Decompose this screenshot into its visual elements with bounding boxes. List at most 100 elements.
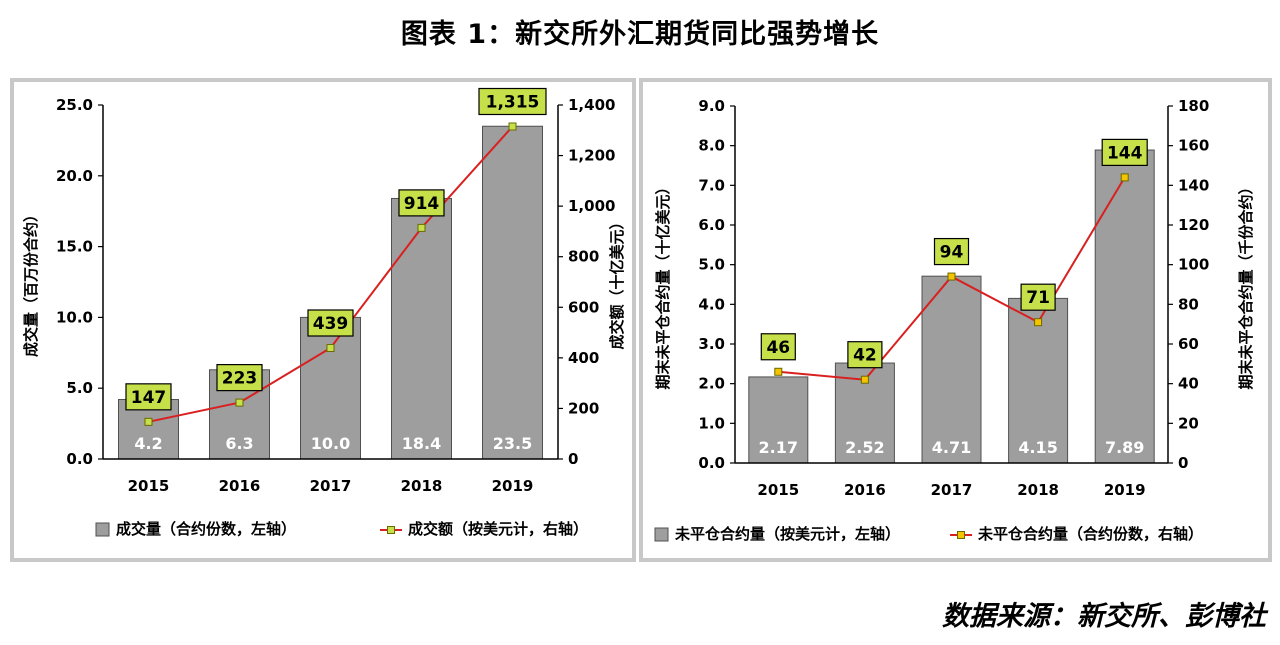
right-tick-label: 1,000 [568,197,615,215]
right-tick-label: 1,200 [568,147,615,165]
line-label-box [933,237,970,266]
left-tick-label: 5.0 [66,379,93,397]
line-label-box [125,383,172,411]
line-label-2019: 1,315 [478,87,547,116]
right-tick-label: 120 [1178,216,1209,234]
bar-label-2015: 4.2 [134,434,162,453]
legend-bar-swatch [654,527,669,542]
line-label-box [847,341,883,369]
line-label-2017: 439 [307,309,354,337]
line-label-text: 71 [1026,288,1050,308]
chart-panel-left: 4.2 6.3 10.0 18.4 23.5 0.0 5.0 10.0 15.0 20.0 25.0… [10,78,636,562]
line-point-2017 [947,272,956,281]
right-tick-label: 100 [1178,256,1209,274]
bar-label-2018: 4.15 [1018,438,1057,457]
line-label-text: 1,315 [486,92,540,112]
left-tick-label: 0.0 [66,450,93,468]
x-tick-label-2017: 2017 [310,477,352,495]
line-point-2016 [235,398,244,407]
bar-label-2019: 23.5 [493,434,532,453]
line-label-box [760,333,796,361]
right-tick-label: 800 [568,248,599,266]
right-tick-label: 200 [568,399,599,417]
line-label-2019: 144 [1101,138,1148,167]
line-label-box [398,189,445,217]
legend: 成交量（合约份数，左轴） 成交额（按美元计，右轴） [95,520,588,538]
right-axis-title: 期末未平仓合约量（千份合约） [1237,179,1255,389]
left-tick-label: 0.0 [698,454,725,472]
bar-2017 [921,275,982,464]
line-point-2019 [508,122,517,131]
chart-left: 4.2 6.3 10.0 18.4 23.5 0.0 5.0 10.0 15.0 20.0 25.0… [22,87,626,538]
chart-panel-right: 2.17 2.52 4.71 4.15 7.89 0.0 1.0 2.0 3.0 4.0 5.0 6.… [639,78,1272,562]
line-label-box [1101,138,1148,167]
line-label-2018: 71 [1020,283,1056,311]
line-point-2017 [326,343,335,352]
legend: 未平仓合约量（按美元计，左轴） 未平仓合约量（合约份数，右轴） [654,525,1203,543]
left-tick-label: 5.0 [698,256,725,274]
x-tick-label-2018: 2018 [401,477,443,495]
bar-label-2015: 2.17 [759,438,798,457]
line-point-2015 [144,417,153,426]
line-label-box [1020,283,1056,311]
line-label-text: 46 [766,338,790,358]
x-tick-label-2015: 2015 [128,477,170,495]
right-tick-label: 40 [1178,375,1199,393]
right-tick-label: 0 [568,450,578,468]
line-point-2019 [1120,173,1129,182]
x-tick-label-2015: 2015 [757,481,799,499]
line-label-text: 223 [222,369,258,389]
bar-label-2017: 4.71 [932,438,971,457]
right-tick-label: 0 [1178,454,1188,472]
left-tick-label: 7.0 [698,176,725,194]
legend-bar-label: 成交量（合约份数，左轴） [116,520,296,538]
line-label-2017: 94 [933,237,970,266]
left-tick-label: 1.0 [698,414,725,432]
line-label-box [478,87,547,116]
right-axis-title: 成交额（十亿美元） [608,214,626,349]
bar-2019 [482,125,543,460]
line-point-2018 [1034,318,1043,327]
x-tick-label-2019: 2019 [492,477,534,495]
right-tick-label: 80 [1178,295,1199,313]
left-tick-label: 15.0 [56,238,93,256]
chart-right: 2.17 2.52 4.71 4.15 7.89 0.0 1.0 2.0 3.0 4.0 5.0 6.… [654,97,1255,543]
line-label-2016: 223 [216,364,263,392]
right-tick-label: 60 [1178,335,1199,353]
right-tick-label: 20 [1178,414,1199,432]
right-tick-label: 600 [568,298,599,316]
bar-label-2017: 10.0 [311,434,350,453]
line-label-2016: 42 [847,341,883,369]
line-label-box [307,309,354,337]
left-tick-label: 3.0 [698,335,725,353]
legend-line-label: 成交额（按美元计，右轴） [408,520,588,538]
legend-line-label: 未平仓合约量（合约份数，右轴） [977,525,1203,543]
left-tick-label: 6.0 [698,216,725,234]
line-point-2015 [774,367,783,376]
left-tick-label: 4.0 [698,295,725,313]
line-point-2018 [417,223,426,232]
line-label-text: 914 [404,194,440,214]
left-tick-label: 9.0 [698,97,725,115]
bar-2018 [391,197,452,460]
left-tick-label: 10.0 [56,308,93,326]
line-label-text: 147 [131,388,167,408]
source-note: 数据来源：新交所、彭博社 [942,601,1266,632]
right-tick-label: 400 [568,349,599,367]
line-point-2016 [860,375,869,384]
x-tick-label-2016: 2016 [219,477,261,495]
right-tick-label: 160 [1178,137,1209,155]
line-label-2015: 147 [125,383,172,411]
legend-line-marker [957,531,965,539]
right-tick-label: 180 [1178,97,1209,115]
x-tick-label-2016: 2016 [844,481,886,499]
bar-label-2019: 7.89 [1105,438,1144,457]
left-axis-title: 成交量（百万份合约） [22,207,40,357]
x-tick-label-2017: 2017 [931,481,973,499]
line-label-text: 439 [313,314,349,334]
right-tick-label: 140 [1178,176,1209,194]
page-title: 图表 1：新交所外汇期货同比强势增长 [400,19,880,50]
bar-2015 [748,376,809,464]
bar-2019 [1094,149,1155,464]
left-tick-label: 25.0 [56,96,93,114]
